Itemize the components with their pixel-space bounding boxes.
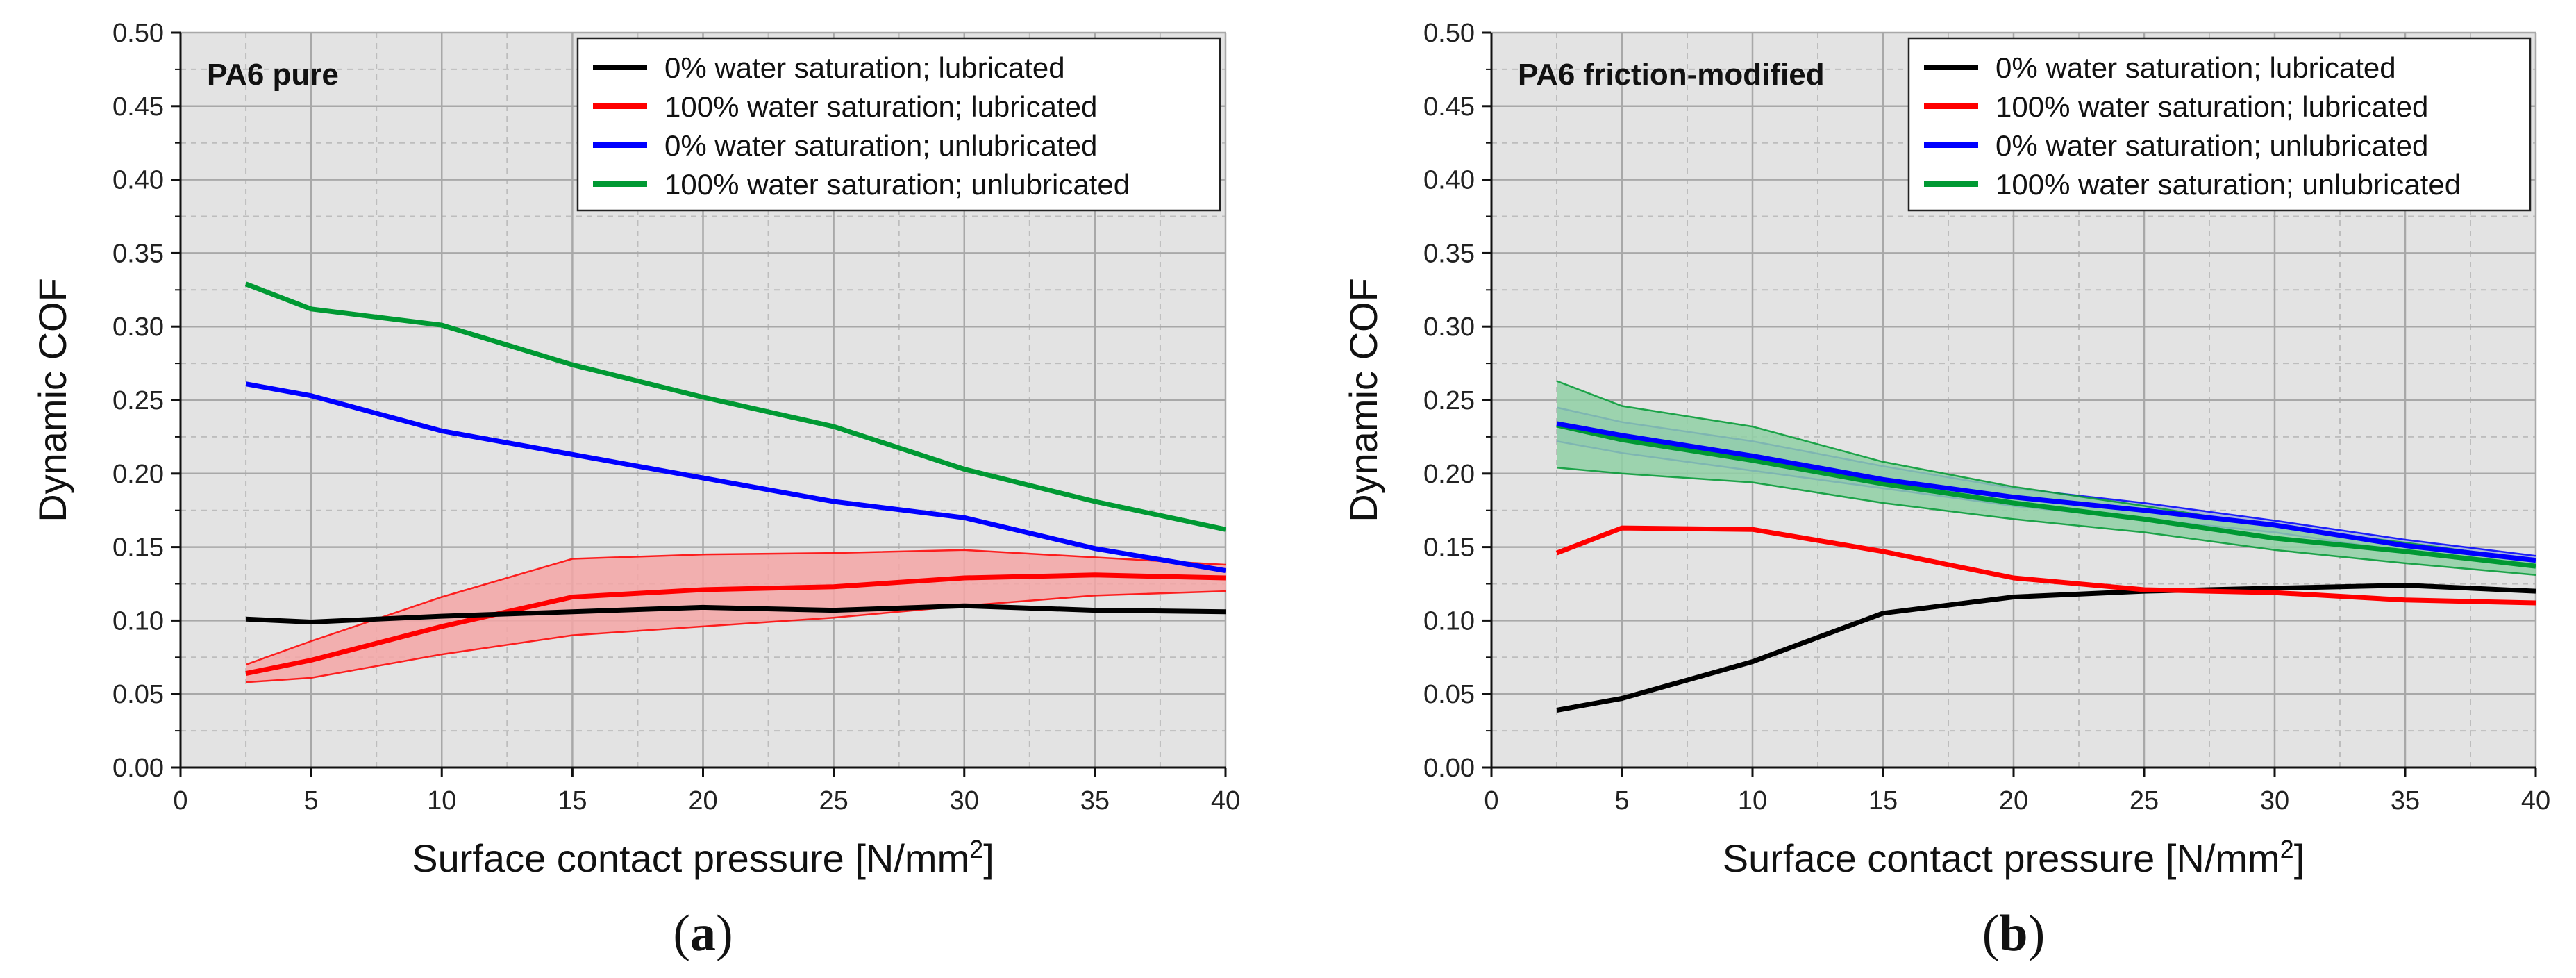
legend-entry-1: 100% water saturation; lubricated — [1996, 90, 2428, 123]
subfigure-label-letter: b — [1999, 905, 2027, 962]
x-tick-label: 40 — [1211, 786, 1240, 815]
series-lines — [244, 281, 1226, 677]
legend-entry-0: 0% water saturation; lubricated — [1996, 51, 2396, 84]
subfigure-label-close: ) — [2028, 905, 2046, 962]
y-tick-label: 0.10 — [1423, 606, 1475, 636]
series-line-3 — [244, 281, 1226, 532]
legend-entry-2: 0% water saturation; unlubricated — [664, 129, 1097, 162]
y-tick-label: 0.05 — [1423, 680, 1475, 709]
legend: 0% water saturation; lubricated 100% wate… — [1907, 37, 2532, 212]
x-axis-label: Surface contact pressure [N/mm2] — [412, 835, 994, 880]
subfigure-label-close: ) — [716, 905, 733, 962]
x-tick-label: 35 — [1080, 786, 1110, 815]
x-ticks: 0 5 10 15 20 25 30 35 40 — [1484, 768, 2550, 815]
y-tick-label: 0.30 — [1423, 313, 1475, 342]
y-tick-label: 0.40 — [112, 166, 164, 195]
y-ticks: 0.00 0.05 0.10 0.15 0.20 0.25 0.30 0.35 0.40 0.45… — [112, 19, 181, 783]
legend: 0% water saturation; lubricated 100% wate… — [576, 37, 1221, 212]
y-tick-label: 0.45 — [112, 92, 164, 122]
legend-entry-1: 100% water saturation; lubricated — [664, 90, 1097, 123]
x-tick-label: 15 — [1868, 786, 1898, 815]
x-tick-label: 25 — [819, 786, 848, 815]
legend-entry-3: 100% water saturation; unlubricated — [1996, 168, 2461, 201]
x-tick-label: 5 — [1614, 786, 1629, 815]
subfigure-label: (a) — [673, 905, 733, 962]
y-tick-label: 0.35 — [1423, 239, 1475, 268]
band-lower-line-3 — [1556, 467, 2536, 577]
x-tick-label: 10 — [427, 786, 456, 815]
series-line-1 — [1555, 525, 2536, 606]
y-tick-label: 0.10 — [112, 606, 164, 636]
y-tick-label: 0.20 — [112, 460, 164, 489]
x-axis-label-superscript: 2 — [969, 835, 983, 863]
y-tick-label: 0.40 — [1423, 166, 1475, 195]
y-tick-label: 0.25 — [112, 386, 164, 415]
x-axis-label: Surface contact pressure [N/mm2] — [1723, 835, 2305, 880]
x-tick-label: 10 — [1738, 786, 1767, 815]
x-tick-label: 5 — [304, 786, 319, 815]
series-line-0 — [1556, 583, 2536, 713]
chart-panel-b: 0 5 10 15 20 25 30 35 40 0.00 0.05 0.10 0.15 0.20 0.25… — [1341, 19, 2550, 962]
series-line-2 — [245, 381, 1226, 573]
y-tick-label: 0.25 — [1423, 386, 1475, 415]
panel-title: PA6 pure — [207, 58, 339, 92]
x-axis-label-end: ] — [983, 836, 994, 880]
y-ticks: 0.00 0.05 0.10 0.15 0.20 0.25 0.30 0.35 0.40 0.45… — [1423, 19, 1491, 783]
chart-panel-a: 0 5 10 15 20 25 30 35 40 0.00 0.05 0.10 0.15 0.20 0.25… — [31, 19, 1240, 962]
band-upper-line-1 — [245, 549, 1226, 666]
y-tick-label: 0.30 — [112, 313, 164, 342]
x-tick-label: 35 — [2391, 786, 2420, 815]
legend-entry-3: 100% water saturation; unlubricated — [664, 168, 1130, 201]
y-axis-label: Dynamic COF — [31, 278, 74, 522]
y-axis-label: Dynamic COF — [1341, 278, 1385, 522]
subfigure-label-letter: a — [690, 905, 716, 962]
series-line-2 — [1556, 421, 2536, 563]
subfigure-label: (b) — [1982, 905, 2045, 962]
y-tick-label: 0.35 — [112, 239, 164, 268]
x-ticks: 0 5 10 15 20 25 30 35 40 — [173, 768, 1240, 815]
x-tick-label: 0 — [173, 786, 187, 815]
y-tick-label: 0.50 — [1423, 19, 1475, 48]
series-lines — [1555, 421, 2536, 713]
x-axis-label-superscript: 2 — [2280, 835, 2294, 863]
series-line-1 — [245, 572, 1226, 677]
band-lower-line-1 — [246, 590, 1226, 683]
y-tick-label: 0.00 — [1423, 754, 1475, 783]
x-axis-label-end: ] — [2294, 836, 2305, 880]
confidence-bands — [245, 549, 1226, 683]
legend-box — [576, 37, 1221, 212]
x-tick-label: 40 — [2521, 786, 2550, 815]
y-tick-label: 0.15 — [112, 533, 164, 563]
legend-entry-0: 0% water saturation; lubricated — [664, 51, 1065, 84]
x-tick-label: 30 — [950, 786, 979, 815]
x-tick-label: 20 — [688, 786, 717, 815]
x-tick-label: 30 — [2260, 786, 2289, 815]
x-tick-label: 15 — [558, 786, 587, 815]
major-grid — [179, 31, 1227, 769]
legend-box — [1907, 37, 2532, 212]
series-line-3 — [1556, 422, 2536, 569]
subfigure-label-open: ( — [673, 905, 690, 962]
subfigure-label-open: ( — [1982, 905, 2000, 962]
y-tick-label: 0.00 — [112, 754, 164, 783]
legend-entry-2: 0% water saturation; unlubricated — [1996, 129, 2428, 162]
y-tick-label: 0.05 — [112, 680, 164, 709]
y-tick-label: 0.15 — [1423, 533, 1475, 563]
x-tick-label: 25 — [2130, 786, 2159, 815]
y-tick-label: 0.50 — [112, 19, 164, 48]
x-axis-label-main: Surface contact pressure [N/mm — [1723, 836, 2280, 880]
x-axis-label-main: Surface contact pressure [N/mm — [412, 836, 969, 880]
series-line-0 — [245, 603, 1226, 624]
panel-title: PA6 friction-modified — [1518, 58, 1825, 92]
y-tick-label: 0.20 — [1423, 460, 1475, 489]
y-tick-label: 0.45 — [1423, 92, 1475, 122]
x-tick-label: 0 — [1484, 786, 1498, 815]
x-tick-label: 20 — [1999, 786, 2028, 815]
